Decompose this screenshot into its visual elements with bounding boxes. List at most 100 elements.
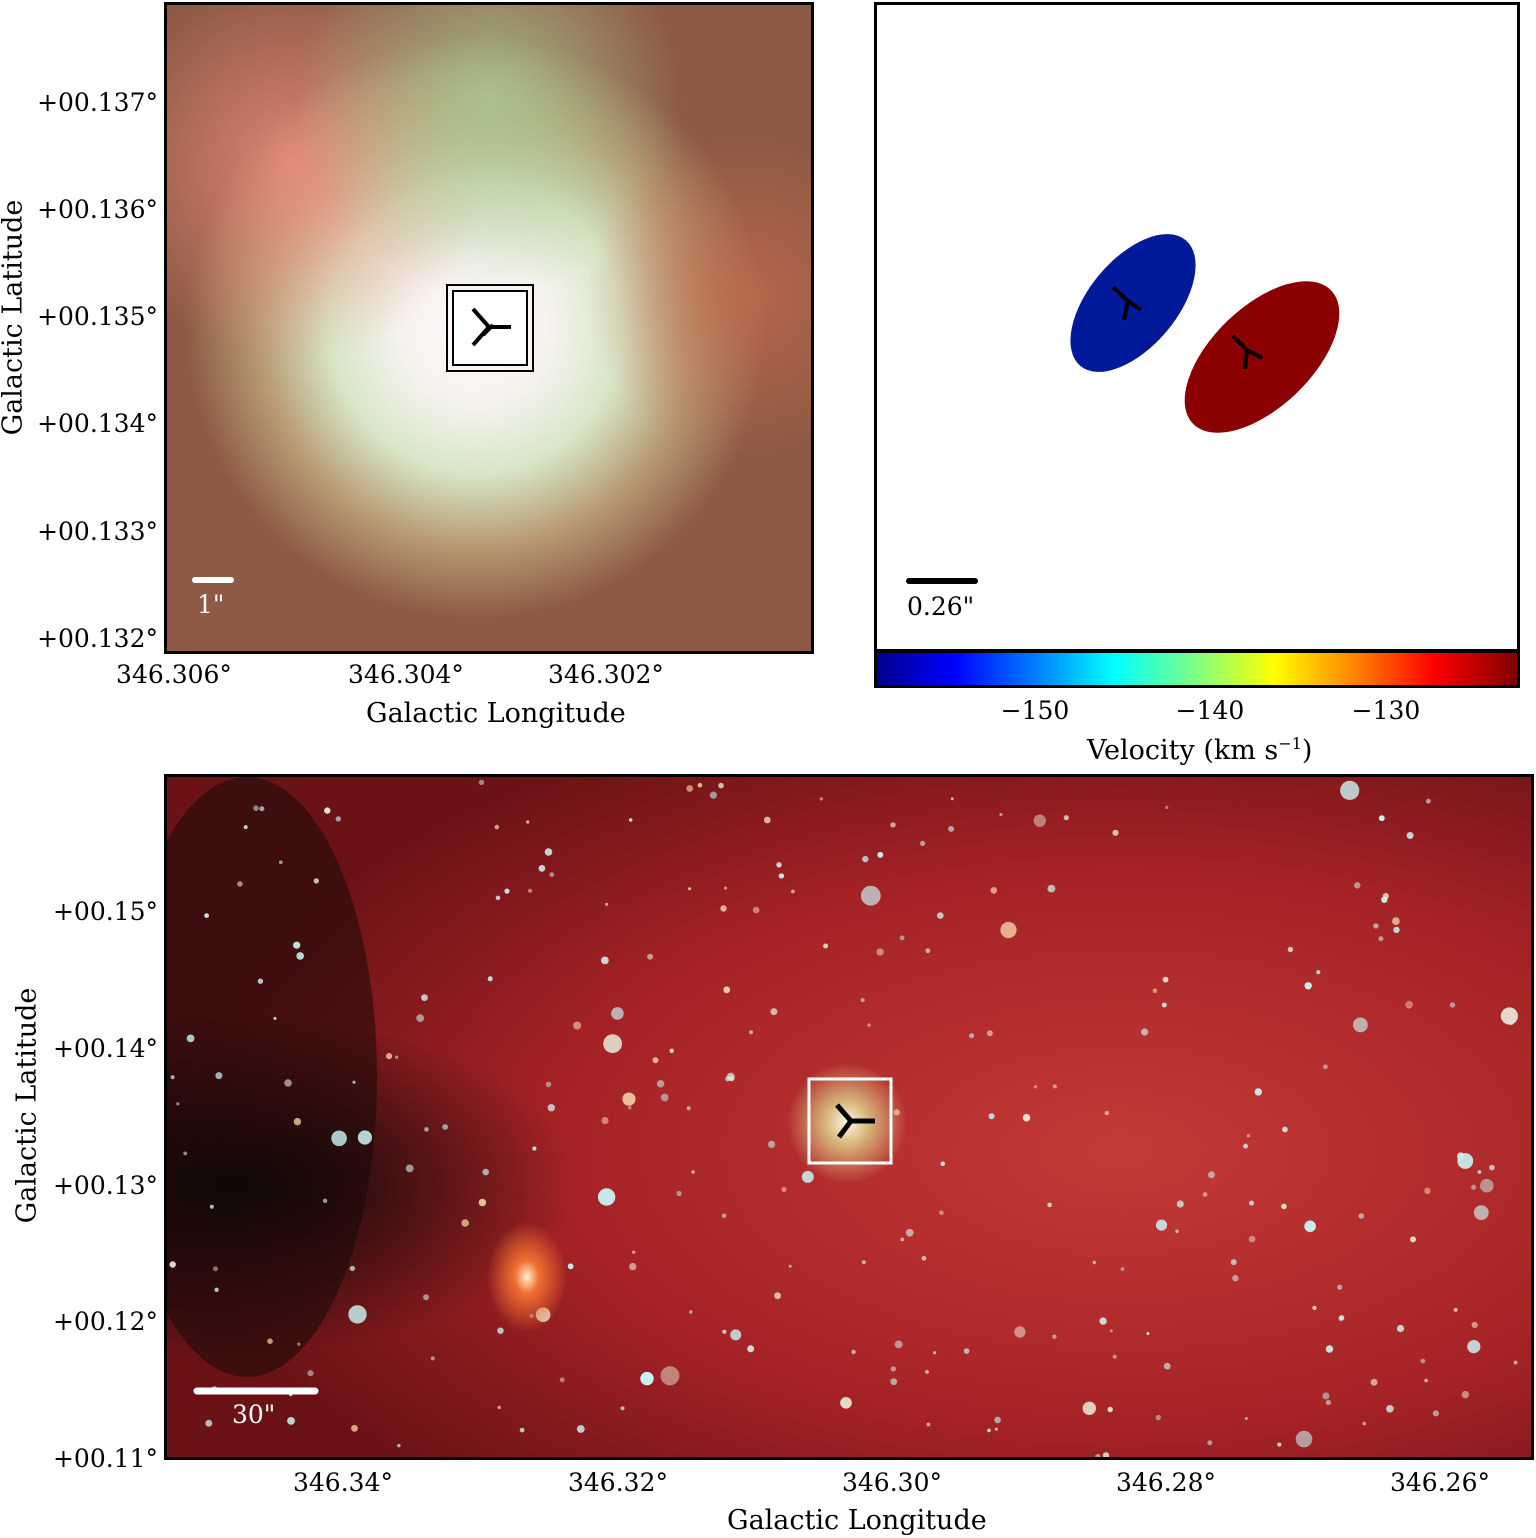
star	[939, 1210, 944, 1215]
star-field	[169, 779, 1518, 1457]
colorbar-label: Velocity (km s−1)	[1087, 734, 1313, 766]
xtick-label: 346.32°	[568, 1468, 668, 1497]
star	[526, 820, 530, 824]
star	[495, 895, 501, 901]
star	[1249, 1200, 1254, 1206]
star	[926, 1422, 931, 1427]
star	[1047, 1202, 1052, 1208]
star	[544, 848, 553, 856]
star	[948, 825, 955, 832]
star	[214, 1287, 219, 1292]
star	[1316, 970, 1321, 975]
tri-marker-icon	[471, 307, 511, 347]
star	[749, 1030, 753, 1035]
star	[307, 1370, 314, 1377]
xtick-label: 346.34°	[293, 1468, 393, 1497]
star	[686, 785, 694, 792]
star	[709, 791, 718, 799]
star	[1282, 1126, 1288, 1133]
star	[205, 1419, 213, 1427]
star	[877, 851, 884, 858]
zoom-image-panel	[164, 2, 814, 654]
star	[721, 1213, 727, 1219]
scalebar-label: 1"	[197, 590, 225, 619]
star	[331, 1130, 347, 1147]
star	[1325, 1345, 1334, 1353]
star	[169, 1261, 176, 1268]
ytick-label: +00.133°	[37, 517, 158, 546]
star	[860, 885, 881, 906]
star	[597, 1188, 616, 1206]
star	[1425, 798, 1431, 804]
star	[1095, 1453, 1101, 1457]
star	[497, 1405, 501, 1410]
colorbar-tick: −140	[1175, 696, 1245, 725]
star	[1373, 923, 1379, 929]
star	[293, 941, 301, 949]
star	[1092, 1260, 1096, 1265]
star	[186, 1034, 195, 1043]
star	[532, 1146, 537, 1151]
xtick-label: 346.304°	[348, 660, 464, 689]
star	[273, 1016, 277, 1020]
star	[424, 1127, 429, 1132]
star	[1471, 1321, 1478, 1329]
star	[538, 865, 546, 872]
star	[528, 888, 533, 893]
star	[567, 1263, 574, 1270]
star	[861, 1260, 866, 1265]
star	[1000, 921, 1017, 939]
star	[640, 1371, 654, 1386]
star	[1386, 1405, 1394, 1413]
star	[478, 1198, 487, 1207]
star	[999, 813, 1003, 816]
star	[1304, 1220, 1316, 1233]
star	[313, 878, 319, 884]
star	[237, 881, 243, 887]
star	[1033, 814, 1046, 827]
star	[723, 986, 731, 994]
star	[243, 825, 248, 830]
star	[576, 1425, 585, 1433]
zoom-image	[167, 5, 811, 651]
star	[1022, 1113, 1031, 1122]
star	[921, 1255, 927, 1261]
star	[987, 1030, 993, 1037]
star	[688, 887, 692, 891]
ytick-label: +00.135°	[37, 302, 158, 331]
star	[1457, 1152, 1465, 1160]
star	[293, 1117, 302, 1126]
star	[988, 1113, 995, 1120]
star	[1176, 1200, 1184, 1208]
star	[1432, 1410, 1439, 1417]
star	[686, 1106, 691, 1111]
star	[1370, 1378, 1378, 1386]
ytick-label: +00.136°	[37, 195, 158, 224]
star	[994, 1416, 1001, 1424]
x-axis-label: Galactic Longitude	[366, 698, 626, 729]
xtick-label: 346.302°	[548, 660, 664, 689]
star	[213, 1266, 218, 1272]
star	[890, 822, 896, 828]
velocity-map	[906, 234, 1340, 584]
star	[969, 1033, 975, 1039]
star	[840, 1397, 852, 1409]
star	[1155, 1219, 1168, 1231]
star	[423, 1294, 429, 1301]
star	[442, 1124, 448, 1130]
star	[660, 1093, 669, 1102]
star	[183, 1151, 188, 1156]
star	[1052, 1084, 1057, 1089]
star	[819, 797, 823, 801]
star	[656, 1080, 665, 1088]
star	[482, 1168, 490, 1176]
star	[497, 1327, 504, 1334]
star	[774, 1292, 781, 1300]
star	[1354, 882, 1361, 889]
star	[1063, 815, 1069, 821]
star	[603, 1034, 622, 1054]
star	[348, 1305, 367, 1324]
star	[722, 1329, 727, 1334]
star	[284, 1079, 292, 1087]
star	[1406, 832, 1414, 839]
